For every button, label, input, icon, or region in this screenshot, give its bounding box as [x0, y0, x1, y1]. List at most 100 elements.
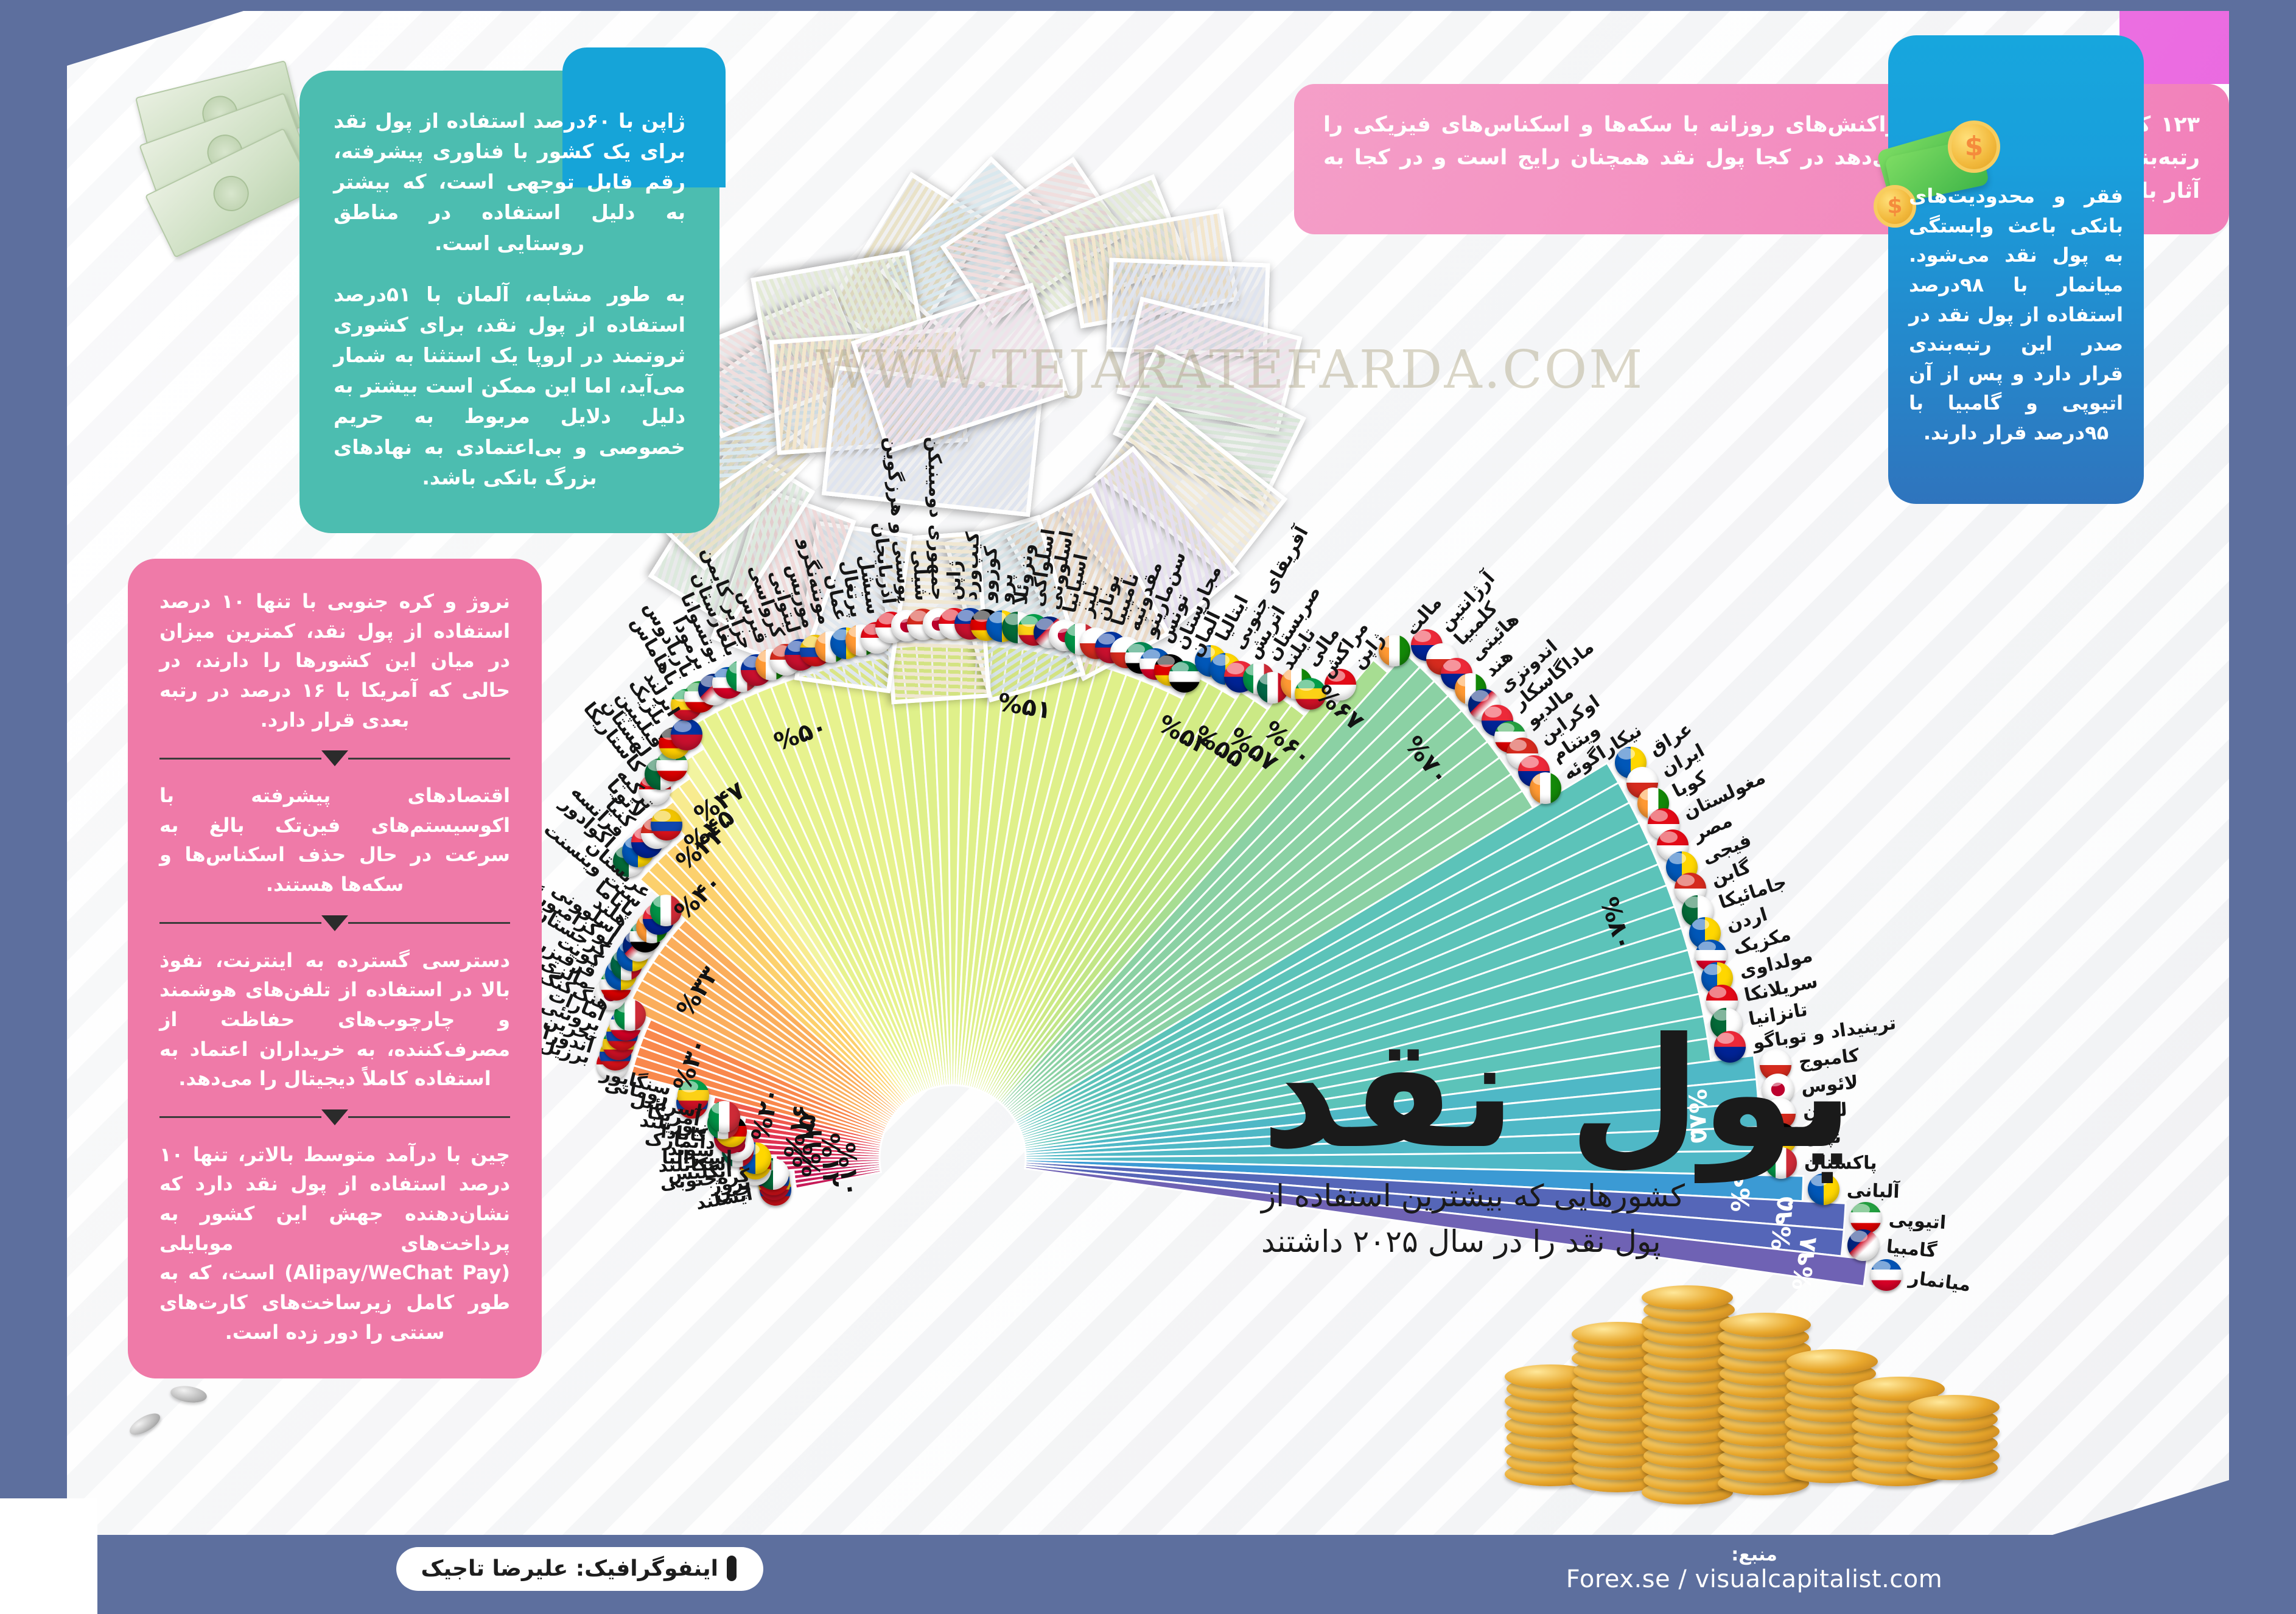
fan-wedge — [646, 960, 893, 1122]
gold-coins-photo — [1480, 1200, 2028, 1504]
panel-pink-paragraph-3: دسترسی گسترده به اینترنت، نفوذ بالا در ا… — [159, 948, 510, 1091]
subtitle-line-1: کشورهایی که بیشترین استفاده از — [1261, 1178, 1685, 1214]
fan-wedge — [638, 1036, 886, 1135]
percentage-label: %۴۰ — [669, 868, 728, 926]
subtitle-line-2: پول نقد را در سال ۲۰۲۵ داشتند — [1261, 1223, 1661, 1259]
country-flag-icon — [1507, 738, 1539, 770]
percentage-label: %۴۴ — [671, 820, 731, 877]
country-flag-icon — [650, 808, 682, 840]
percentage-label: %۸۰ — [1594, 893, 1639, 954]
country-flag-icon — [1426, 643, 1458, 676]
percentage-label: %۱۶ — [779, 1102, 816, 1161]
country-flag-icon — [677, 1079, 710, 1111]
fan-wedge — [677, 918, 900, 1113]
panel-poverty-cash: $ $ فقر و محدودیت‌های بانکی باعث وابستگی… — [1874, 35, 2144, 504]
country-flag-icon — [596, 1049, 628, 1081]
percentage-label: %۱۰ — [831, 1141, 866, 1199]
country-flag-icon — [1701, 962, 1733, 994]
country-flag-icon — [1637, 788, 1669, 819]
percentage-label: %۲۰ — [746, 1085, 786, 1144]
country-label: عراق — [1645, 718, 1696, 760]
fan-wedge — [651, 951, 894, 1120]
panel-teal-paragraph-1: ژاپن با ۶۰درصد استفاده از پول نقد برای ی… — [334, 109, 685, 255]
fan-wedge — [670, 926, 898, 1114]
country-label: سنت وینسنت — [539, 818, 648, 912]
fan-wedge — [793, 1164, 881, 1181]
country-flag-icon — [722, 1136, 754, 1168]
country-label: دانمارک — [643, 1128, 716, 1155]
country-label: مصر — [1690, 810, 1736, 846]
fan-wedge — [629, 1064, 884, 1141]
panel-pink-separator-1 — [159, 750, 510, 767]
country-flag-icon — [1647, 808, 1679, 840]
country-label: سوئد — [667, 1138, 715, 1162]
fan-wedge — [775, 1160, 881, 1172]
country-flag-icon — [609, 1009, 642, 1041]
credit-bar-icon — [727, 1556, 737, 1581]
percentage-label: %۷۰ — [1399, 731, 1455, 791]
fan-wedge — [757, 1142, 881, 1156]
country-flag-icon — [739, 1148, 771, 1180]
percentage-label: %۳۳ — [671, 961, 725, 1022]
country-flag-icon — [714, 1122, 746, 1154]
country-flag-icon — [640, 817, 673, 850]
credit-badge: اینفوگرافیک: علیرضا تاجیک — [396, 1547, 763, 1591]
country-flag-icon — [1666, 851, 1698, 883]
country-flag-icon — [757, 1158, 789, 1190]
panel-teal-paragraph-2: به طور مشابه، آلمان با ۵۱درصد استفاده از… — [334, 282, 685, 489]
country-flag-icon — [1689, 917, 1721, 949]
percentage-label: %۱۴ — [797, 1122, 828, 1178]
country-label: مالت — [1401, 592, 1447, 640]
panel-japan-germany: ژاپن با ۶۰درصد استفاده از پول نقد برای ی… — [299, 47, 726, 533]
fan-wedge — [642, 1027, 887, 1133]
country-label: مالزی — [537, 951, 595, 994]
country-flag-icon — [722, 1129, 754, 1161]
country-flag-icon — [739, 1142, 771, 1174]
country-flag-icon — [1674, 873, 1706, 905]
country-flag-icon — [606, 1019, 638, 1051]
country-label: هائیتی — [1465, 608, 1524, 666]
country-flag-icon — [1410, 629, 1443, 661]
country-flag-icon — [1494, 721, 1526, 753]
country-flag-icon — [617, 939, 649, 971]
fan-wedge — [793, 1162, 881, 1176]
country-flag-icon — [650, 894, 682, 926]
country-label: کره‌جنوبی — [659, 1165, 751, 1195]
fan-wedge — [645, 1018, 887, 1131]
fan-wedge — [677, 777, 912, 1101]
country-label: ویتنام — [1547, 719, 1604, 767]
gold-coin — [1642, 1285, 1733, 1310]
country-label: سریلانکا — [1742, 970, 1820, 1007]
fan-wedge — [647, 860, 903, 1109]
country-flag-icon — [715, 1116, 747, 1148]
country-flag-icon — [1657, 830, 1689, 862]
source-label: منبع: — [1731, 1543, 1777, 1565]
dollar-bills-photo — [135, 60, 321, 279]
country-flag-icon — [1682, 895, 1714, 927]
fan-wedge — [742, 1122, 882, 1150]
panel-pink-paragraph-4: چین با درآمد متوسط بالاتر، تنها ۱۰ درصد … — [159, 1142, 510, 1344]
country-label: فیجی — [1699, 829, 1755, 868]
fan-wedge — [632, 1055, 884, 1139]
fan-wedge — [661, 800, 909, 1103]
country-flag-icon — [631, 826, 663, 858]
percentage-label: %۱۵ — [788, 1113, 822, 1170]
page-title: پول نقد — [1261, 1005, 1857, 1182]
country-label: هند — [1480, 645, 1518, 682]
country-label: مالی — [1301, 623, 1345, 671]
country-label: کویت — [553, 930, 606, 973]
country-flag-icon — [599, 1038, 631, 1071]
fan-wedge — [666, 784, 911, 1102]
country-label: کلمبیا — [1450, 598, 1502, 650]
country-flag-icon — [635, 912, 668, 944]
panel-lowest-cash: نروژ و کره جنوبی با تنها ۱۰ درصد استفاده… — [128, 559, 542, 1379]
country-flag-icon — [708, 1101, 740, 1133]
country-flag-icon — [1281, 667, 1313, 699]
country-label: اسلوونی — [547, 879, 626, 941]
country-label: اوکراین — [1535, 691, 1604, 749]
country-label: نیکاراگوئه — [1559, 719, 1646, 785]
percentage-label: %۴۵ — [679, 803, 740, 859]
page-subtitle: کشورهایی که بیشترین استفاده از پول نقد ر… — [1261, 1173, 2065, 1265]
source-block: منبع: Forex.se / visualcapitalist.com — [1566, 1543, 1942, 1593]
footer-left: اینفوگرافیک: علیرضا تاجیک — [67, 1535, 785, 1603]
